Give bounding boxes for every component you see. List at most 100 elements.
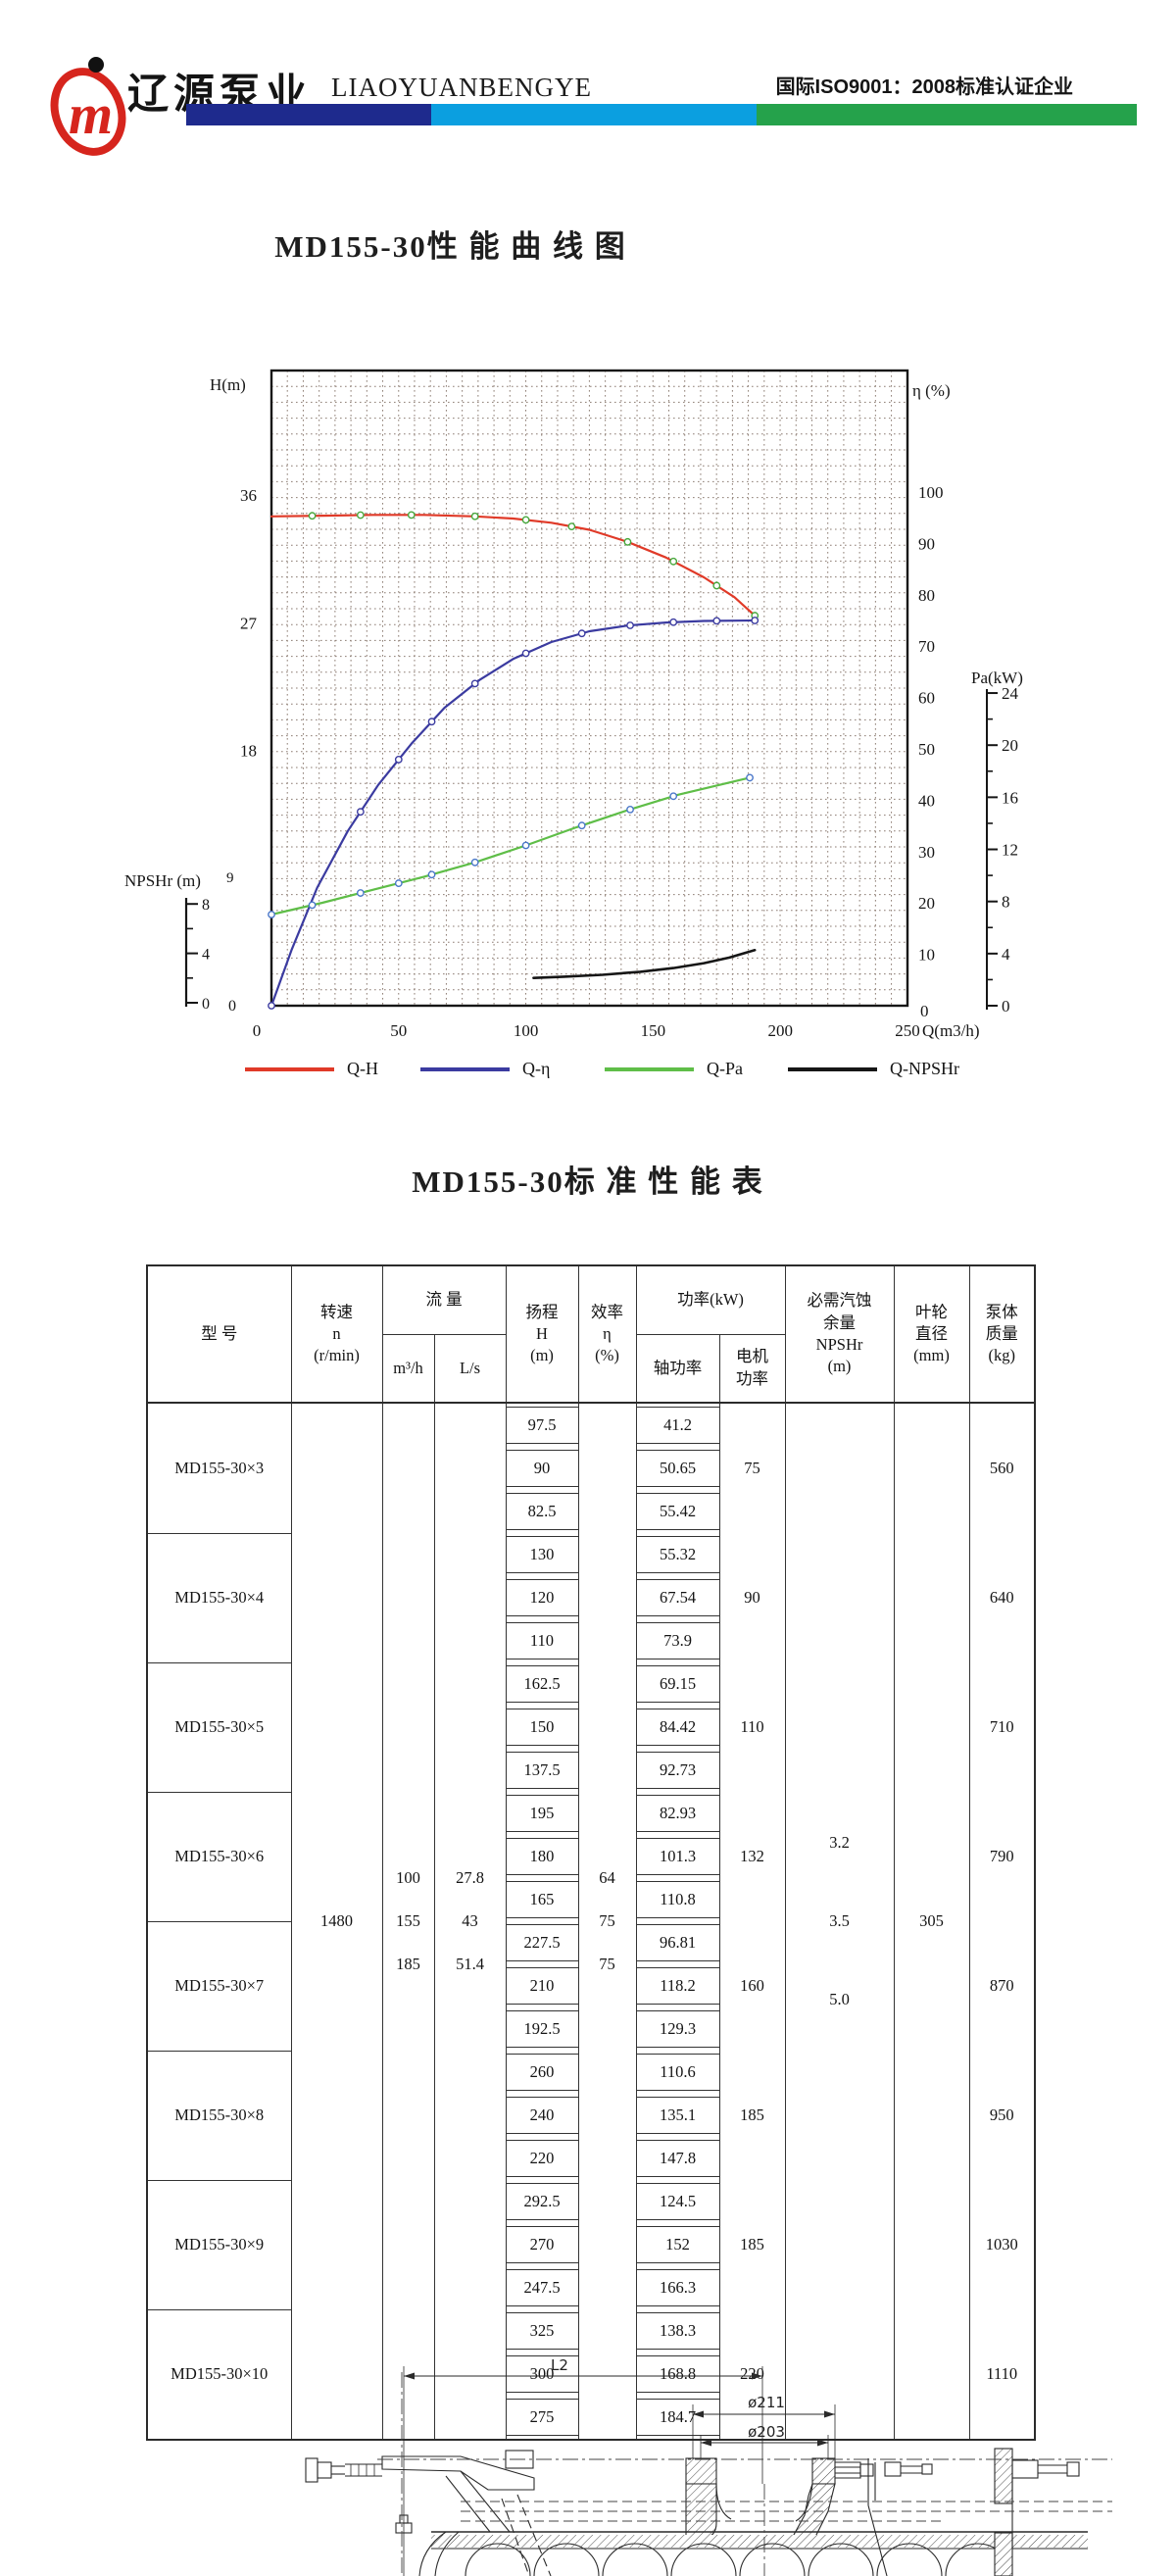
svg-text:250: 250 (895, 1021, 920, 1040)
svg-text:27: 27 (240, 614, 258, 632)
svg-text:36: 36 (240, 486, 257, 505)
performance-curve-chart: H(m) 0 9 18 27 36 η (%) 0 10 20 30 40 50 60 70 80 90 100 P… (0, 353, 1176, 1064)
cell-head: 97.5 (505, 1403, 579, 1447)
brand-color-bar (186, 104, 1137, 125)
cell-shaft: 124.5 (635, 2180, 720, 2223)
cell-eff: 64 75 75 (577, 1403, 637, 2440)
cell-motor: 75 (718, 1403, 786, 1533)
cell-head: 227.5 (505, 1921, 579, 1964)
cell-motor: 160 (718, 1921, 786, 2051)
legend-label: Q-H (347, 1059, 378, 1078)
cell-head: 270 (505, 2223, 579, 2266)
cell-motor: 220 (718, 2309, 786, 2440)
cell-speed: 1480 (290, 1403, 383, 2440)
svg-text:40: 40 (918, 791, 935, 810)
pump-cross-section (305, 2448, 1088, 2576)
col-header-mass: 泵体 质量 (kg) (968, 1264, 1036, 1404)
cell-shaft: 69.15 (635, 1662, 720, 1706)
cell-head: 210 (505, 1964, 579, 2007)
cell-head: 82.5 (505, 1490, 579, 1533)
cell-flow-m3h: 100 155 185 (381, 1403, 435, 2440)
cell-model: MD155-30×5 (146, 1662, 292, 1793)
cell-model: MD155-30×4 (146, 1533, 292, 1663)
cell-shaft: 55.42 (635, 1490, 720, 1533)
cell-motor: 90 (718, 1533, 786, 1662)
cell-motor: 132 (718, 1792, 786, 1921)
svg-text:0: 0 (253, 1021, 262, 1040)
cell-shaft: 82.93 (635, 1792, 720, 1835)
cell-shaft: 84.42 (635, 1706, 720, 1749)
cell-mass: 790 (968, 1792, 1036, 1921)
cell-head: 120 (505, 1576, 579, 1619)
cell-mass: 710 (968, 1662, 1036, 1792)
cell-head: 220 (505, 2137, 579, 2180)
cell-shaft: 118.2 (635, 1964, 720, 2007)
cell-mass: 870 (968, 1921, 1036, 2051)
cell-head: 180 (505, 1835, 579, 1878)
performance-spec-table: 型 号转速 n (r/min) 流 量扬程 H (m) 效率 η (%) 功率(kW)… (146, 1264, 1037, 2441)
curve-chart-title: MD155-30性 能 曲 线 图 (274, 229, 627, 264)
svg-text:200: 200 (767, 1021, 793, 1040)
svg-text:100: 100 (514, 1021, 539, 1040)
legend-item-Q-η: Q-η (420, 1059, 550, 1079)
cell-model: MD155-30×6 (146, 1792, 292, 1922)
cell-flow-ls: 27.8 43 51.4 (433, 1403, 507, 2440)
cell-shaft: 110.8 (635, 1878, 720, 1921)
svg-text:20: 20 (918, 894, 935, 913)
cell-head: 275 (505, 2396, 579, 2440)
legend-line-swatch (605, 1066, 694, 1071)
cell-motor: 185 (718, 2180, 786, 2309)
bar-segment-cyan (431, 104, 757, 125)
cell-head: 240 (505, 2094, 579, 2137)
svg-text:H(m): H(m) (210, 375, 246, 394)
legend-line-swatch (420, 1066, 510, 1071)
cell-shaft: 168.8 (635, 2353, 720, 2396)
legend-item-Q-NPSHr: Q-NPSHr (788, 1059, 959, 1079)
bar-segment-green (757, 104, 1137, 125)
svg-text:NPSHr (m): NPSHr (m) (124, 871, 201, 890)
svg-text:10: 10 (918, 946, 935, 965)
svg-text:0: 0 (202, 996, 210, 1013)
svg-text:4: 4 (202, 947, 210, 964)
col-header-impeller: 叶轮 直径 (mm) (893, 1264, 970, 1404)
cell-mass: 950 (968, 2051, 1036, 2180)
svg-text:8: 8 (1002, 893, 1010, 912)
cell-model: MD155-30×9 (146, 2180, 292, 2310)
col-header-power: 功率(kW) (635, 1264, 786, 1335)
svg-text:Pa(kW): Pa(kW) (971, 669, 1023, 687)
cell-head: 165 (505, 1878, 579, 1921)
svg-text:16: 16 (1002, 788, 1018, 807)
svg-text:9: 9 (226, 870, 234, 886)
chart-legend: Q-H Q-η Q-Pa Q-NPSHr (0, 1059, 1176, 1092)
cell-head: 150 (505, 1706, 579, 1749)
legend-item-Q-Pa: Q-Pa (605, 1059, 743, 1079)
centerlines (377, 2372, 1112, 2576)
cell-shaft: 184.7 (635, 2396, 720, 2440)
svg-text:0: 0 (920, 1002, 929, 1020)
cell-head: 130 (505, 1533, 579, 1576)
col-header-flow-ls: L/s (433, 1333, 507, 1404)
cell-shaft: 101.3 (635, 1835, 720, 1878)
cell-shaft: 110.6 (635, 2051, 720, 2094)
cell-shaft: 55.32 (635, 1533, 720, 1576)
svg-text:50: 50 (918, 740, 935, 759)
pump-dimension-drawing: L2 ø211 ø203 (305, 2356, 1112, 2576)
cell-motor: 110 (718, 1662, 786, 1792)
svg-text:50: 50 (390, 1021, 407, 1040)
col-header-speed: 转速 n (r/min) (290, 1264, 383, 1404)
cell-impeller: 305 (893, 1403, 970, 2440)
svg-text:70: 70 (918, 637, 935, 656)
cell-motor: 185 (718, 2051, 786, 2180)
cell-model: MD155-30×3 (146, 1403, 292, 1534)
legend-item-Q-H: Q-H (245, 1059, 378, 1079)
svg-text:80: 80 (918, 586, 935, 605)
cell-model: MD155-30×8 (146, 2051, 292, 2181)
svg-text:60: 60 (918, 689, 935, 708)
legend-label: Q-Pa (707, 1059, 743, 1078)
cell-shaft: 92.73 (635, 1749, 720, 1792)
dim-label-l2: L2 (551, 2356, 568, 2374)
svg-text:4: 4 (1002, 945, 1010, 964)
svg-text:8: 8 (202, 897, 210, 914)
svg-text:24: 24 (1002, 684, 1019, 703)
